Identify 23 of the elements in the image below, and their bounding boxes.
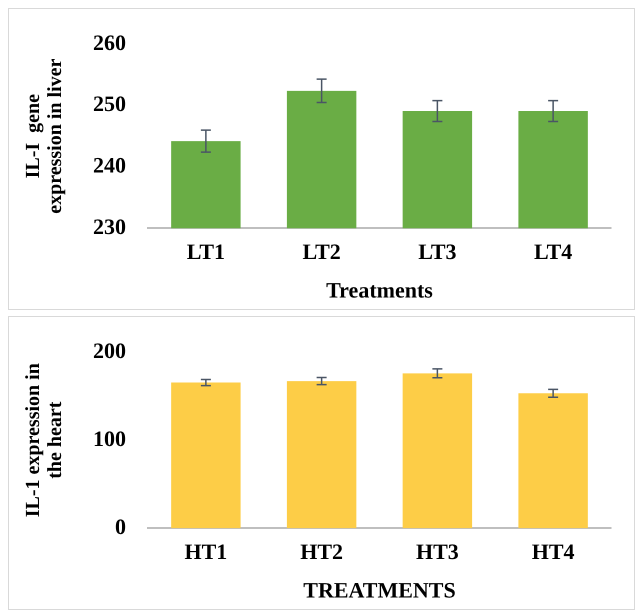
x-tick-label: LT4 [534,239,572,264]
y-tick-label: 100 [93,426,126,451]
bar [171,382,241,528]
x-tick-label: HT1 [184,539,228,564]
y-tick-label: 250 [93,91,126,116]
x-tick-label: HT4 [532,539,575,564]
x-tick-label: HT2 [300,539,344,564]
x-tick-label: HT3 [416,539,459,564]
x-axis-title: TREATMENTS [303,577,456,602]
y-axis-title: IL-I gene expression in liver [22,58,66,214]
x-tick-label: LT2 [302,239,341,264]
bar [286,381,356,528]
bar [402,373,472,528]
bar [518,393,588,528]
x-axis-title: Treatments [326,277,434,302]
y-tick-label: 240 [93,152,126,178]
y-tick-label: 260 [93,30,126,55]
y-tick-label: 230 [93,214,126,239]
x-tick-label: LT1 [186,239,226,264]
y-tick-label: 200 [93,338,126,363]
x-tick-label: LT3 [418,239,457,264]
y-tick-label: 0 [115,514,126,539]
y-axis-title: IL-1 expression in the heart [22,363,66,518]
